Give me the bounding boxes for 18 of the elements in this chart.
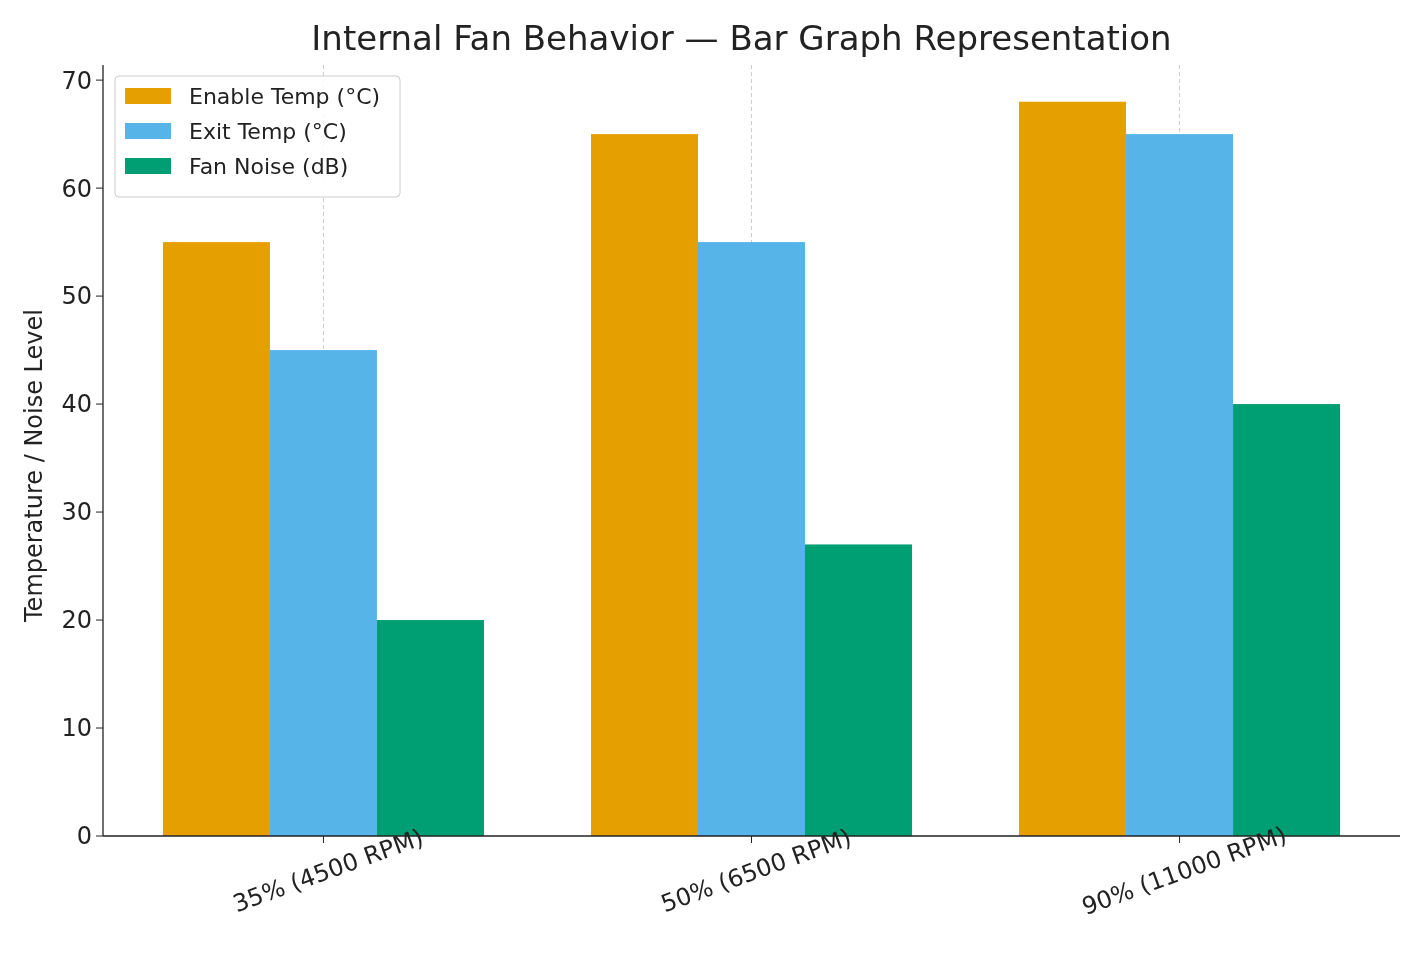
legend-label: Fan Noise (dB) [189,153,349,179]
y-tick-label: 40 [61,390,92,419]
chart-title: Internal Fan Behavior — Bar Graph Representation [311,18,1172,58]
x-tick-label: 35% (4500 RPM) [229,823,427,919]
y-tick-label: 50 [61,282,92,311]
bar [590,134,698,836]
legend-label: Exit Temp (°C) [189,118,347,144]
y-axis-title: Temperature / Noise Level [20,309,48,623]
x-tick-label: 50% (6500 RPM) [657,823,856,919]
y-tick-label: 60 [61,174,92,203]
y-tick-label: 70 [61,66,92,95]
bar [162,242,270,836]
legend-label: Enable Temp (°C) [189,83,381,109]
y-tick-label: 20 [61,606,92,635]
y-tick-label: 0 [76,822,92,851]
bar [1019,101,1127,836]
y-tick-label: 30 [61,498,92,527]
y-tick-label: 10 [61,714,92,743]
